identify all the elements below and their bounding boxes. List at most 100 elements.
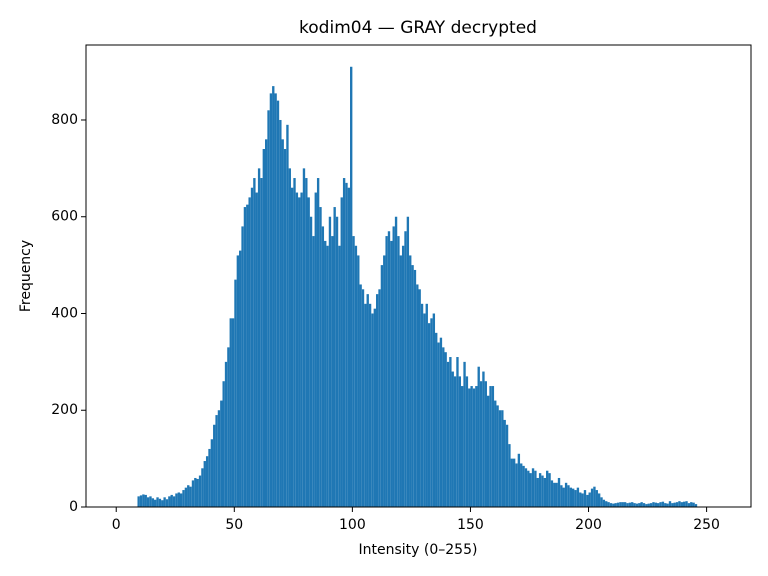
bar [435,332,438,507]
bar [541,475,544,507]
bar [666,503,669,507]
bar [255,192,258,507]
bar [326,245,329,507]
bar [609,503,613,507]
bar [378,289,381,507]
bar [170,494,173,507]
plot-frame [85,44,752,508]
bar [661,501,665,507]
bar [449,357,452,507]
bar [390,240,393,507]
bar [392,226,395,507]
bar [201,468,204,507]
bar [248,197,251,507]
bar [682,501,686,507]
bar [328,216,332,507]
bar [654,502,658,507]
bar [274,93,277,508]
bar [246,204,249,507]
bar [553,482,556,507]
bar [437,342,440,507]
bar [593,486,596,507]
bar [458,376,462,507]
bar [503,419,506,507]
bar [375,294,379,507]
bar [638,503,641,507]
bar [281,139,284,507]
bar [224,361,228,507]
bar [260,178,263,507]
bar [265,139,268,507]
bar [347,187,351,507]
bar [416,284,419,507]
bar [432,313,436,507]
bar [239,250,242,507]
bar [387,231,391,507]
bar [423,313,426,507]
bar [373,308,376,507]
bar [668,501,672,507]
bar [371,313,374,507]
bar [501,410,504,507]
bar [498,410,502,507]
bar [361,289,365,507]
bar [694,504,698,507]
bar [236,255,240,507]
bar [139,495,143,507]
bar [657,503,660,507]
bar [253,178,256,507]
bar [146,497,150,507]
bar [366,294,369,507]
bar [451,371,454,507]
bar [413,269,417,507]
bar [520,463,523,507]
x-tick-label: 250 [693,517,720,533]
bar [673,502,676,507]
bar [600,497,603,507]
bar [477,366,480,507]
bar [198,475,202,507]
bar [354,245,358,507]
bar [184,487,188,507]
bar [463,361,466,507]
bar [635,503,639,507]
bar [510,458,513,507]
bar [581,493,584,507]
bar [302,168,306,507]
bar [191,480,195,507]
bar [442,347,445,507]
bar [678,501,681,507]
bar [241,226,244,507]
y-tick-label: 0 [69,499,78,515]
bar [357,255,360,507]
bar [468,388,471,507]
bar [560,485,563,507]
bar [439,337,443,507]
bar [286,124,289,507]
bar [352,236,355,508]
bar [137,496,140,507]
bar [229,318,232,507]
y-tick-label: 200 [51,402,78,418]
bar [165,499,169,507]
x-tick-label: 50 [225,517,243,533]
bar [144,494,147,507]
bar [543,477,547,507]
bar [342,178,346,507]
bar [621,502,624,507]
bar [269,93,273,508]
x-tick-label: 200 [575,517,602,533]
bar [605,501,608,507]
bar [175,493,178,507]
bar [359,284,362,507]
bar [333,207,336,508]
bar [633,503,636,507]
bar [276,100,280,507]
bar [427,323,431,507]
bar [397,236,400,508]
bar [569,487,572,507]
bar [583,490,587,507]
bar [231,318,235,507]
y-tick-label: 800 [51,112,78,128]
bar [399,255,402,507]
